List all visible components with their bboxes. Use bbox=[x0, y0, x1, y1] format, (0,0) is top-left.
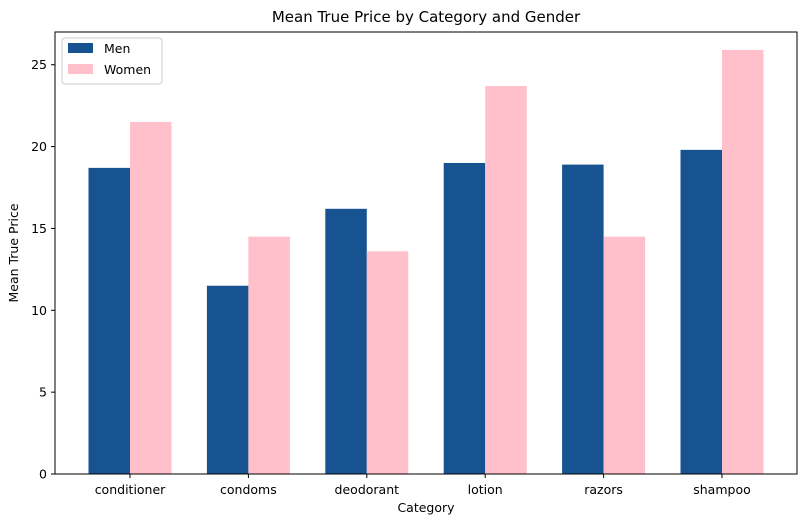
x-tick-label: razors bbox=[584, 482, 623, 497]
y-tick-label: 0 bbox=[39, 467, 47, 482]
y-tick-label: 15 bbox=[31, 221, 47, 236]
y-tick-label: 20 bbox=[31, 139, 47, 154]
x-axis-label: Category bbox=[397, 500, 455, 515]
x-tick-label: lotion bbox=[468, 482, 503, 497]
legend-label-men: Men bbox=[104, 41, 130, 56]
legend-swatch-women bbox=[68, 64, 93, 74]
plot-frame bbox=[54, 31, 798, 475]
bar-women-deodorant bbox=[366, 251, 409, 474]
legend-label-women: Women bbox=[104, 62, 151, 77]
x-tick-label: conditioner bbox=[95, 482, 166, 497]
x-tick-label: shampoo bbox=[693, 482, 751, 497]
x-tick-label: deodorant bbox=[335, 482, 400, 497]
bar-women-razors bbox=[603, 236, 646, 474]
x-tick-label: condoms bbox=[220, 482, 277, 497]
bar-women-conditioner bbox=[130, 122, 172, 474]
y-axis: 0 5 10 15 20 25 bbox=[31, 57, 55, 482]
y-tick-label: 25 bbox=[31, 57, 47, 72]
bar-men-deodorant bbox=[325, 208, 367, 475]
bar-men-condoms bbox=[206, 285, 249, 474]
bar-men-razors bbox=[562, 164, 604, 474]
bar-men-shampoo bbox=[680, 149, 722, 474]
y-tick-label: 5 bbox=[39, 385, 47, 400]
bars-group bbox=[88, 50, 764, 475]
y-tick-label: 10 bbox=[31, 303, 47, 318]
legend: Men Women bbox=[61, 37, 163, 85]
chart-title: Mean True Price by Category and Gender bbox=[272, 8, 581, 26]
bar-women-lotion bbox=[485, 86, 527, 475]
bar-women-condoms bbox=[248, 236, 290, 474]
y-axis-label: Mean True Price bbox=[6, 203, 21, 302]
legend-swatch-men bbox=[68, 43, 93, 53]
x-axis: conditioner condoms deodorant lotion razors s… bbox=[95, 474, 751, 497]
bar-men-conditioner bbox=[88, 167, 130, 474]
bar-men-lotion bbox=[443, 162, 486, 475]
bar-women-shampoo bbox=[722, 50, 764, 474]
